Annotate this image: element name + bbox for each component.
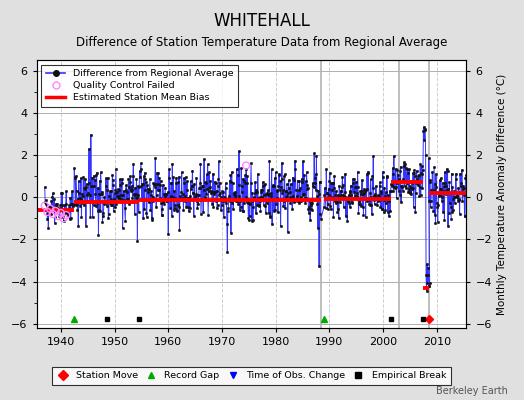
Point — [57, 210, 65, 216]
Text: Difference of Station Temperature Data from Regional Average: Difference of Station Temperature Data f… — [77, 36, 447, 49]
Y-axis label: Monthly Temperature Anomaly Difference (°C): Monthly Temperature Anomaly Difference (… — [497, 73, 507, 315]
Point — [49, 211, 57, 217]
Point — [40, 202, 49, 209]
Point — [59, 215, 68, 222]
Point — [46, 206, 54, 212]
Point — [51, 208, 60, 214]
Point — [62, 212, 70, 218]
Point — [54, 213, 62, 219]
Text: Berkeley Earth: Berkeley Earth — [436, 386, 508, 396]
Text: WHITEHALL: WHITEHALL — [214, 12, 310, 30]
Legend: Difference from Regional Average, Quality Control Failed, Estimated Station Mean: Difference from Regional Average, Qualit… — [41, 65, 238, 107]
Legend: Station Move, Record Gap, Time of Obs. Change, Empirical Break: Station Move, Record Gap, Time of Obs. C… — [52, 367, 451, 385]
Point — [242, 162, 250, 169]
Point — [43, 209, 52, 215]
